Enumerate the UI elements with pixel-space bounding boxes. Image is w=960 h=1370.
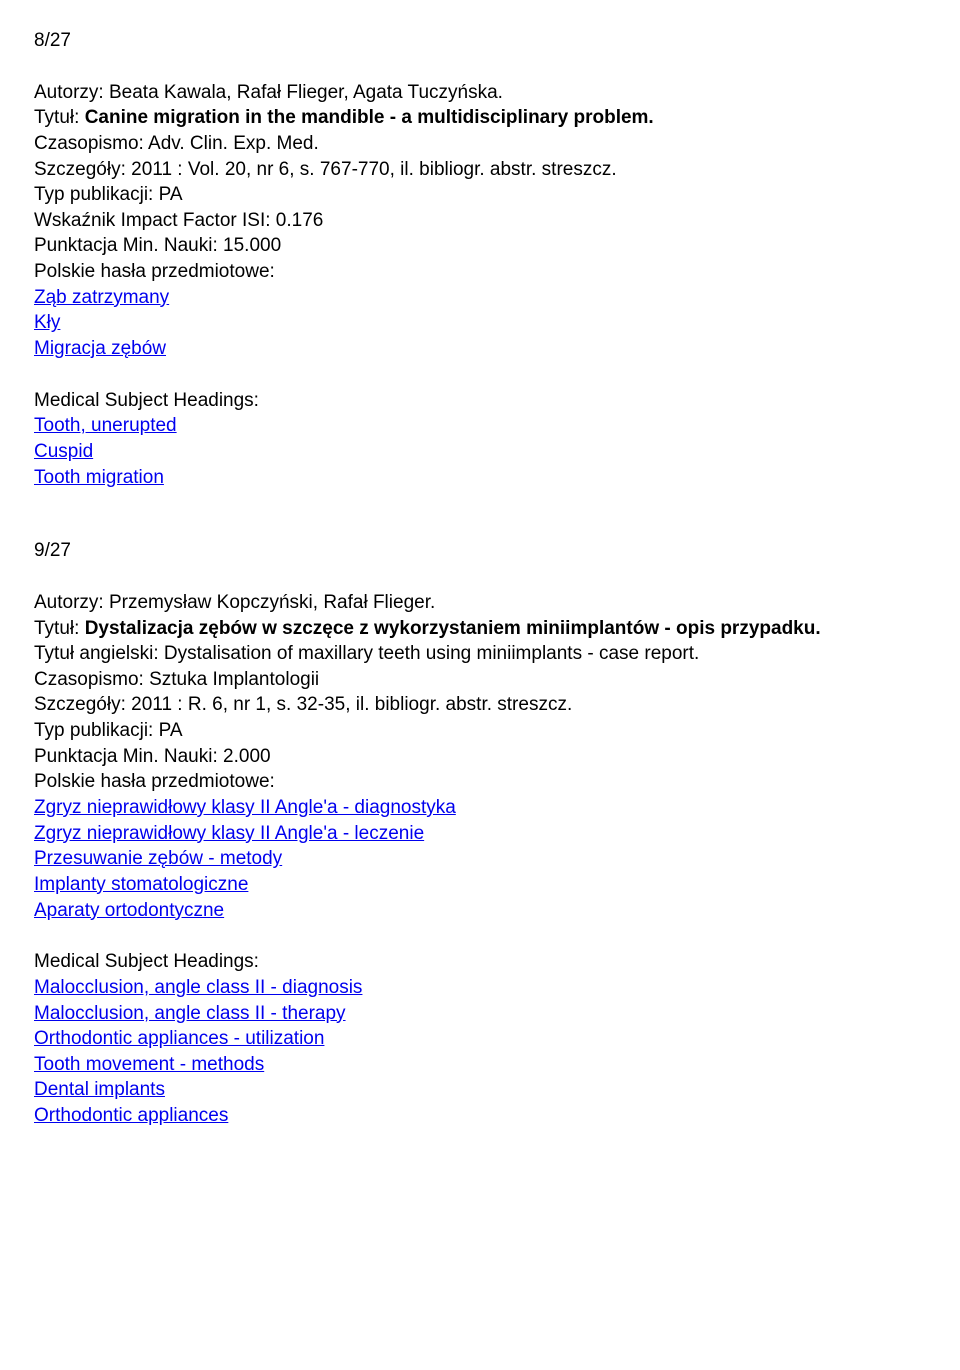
- authors-label: Autorzy:: [34, 592, 109, 613]
- journal-label: Czasopismo:: [34, 133, 148, 154]
- pl-headings-label: Polskie hasła przedmiotowe:: [34, 259, 926, 285]
- pubtype-label: Typ publikacji:: [34, 184, 159, 205]
- pubtype-line: Typ publikacji: PA: [34, 182, 926, 208]
- pl-heading-link[interactable]: Przesuwanie zębów - metody: [34, 846, 926, 872]
- pubtype-line: Typ publikacji: PA: [34, 718, 926, 744]
- pl-headings-label: Polskie hasła przedmiotowe:: [34, 769, 926, 795]
- score-label: Punktacja Min. Nauki:: [34, 746, 223, 767]
- impact-text: 0.176: [276, 210, 324, 231]
- journal-line: Czasopismo: Sztuka Implantologii: [34, 667, 926, 693]
- pubtype-label: Typ publikacji:: [34, 720, 159, 741]
- score-text: 15.000: [223, 235, 281, 256]
- pubtype-text: PA: [159, 720, 183, 741]
- authors-text: Beata Kawala, Rafał Flieger, Agata Tuczy…: [109, 82, 503, 103]
- score-line: Punktacja Min. Nauki: 2.000: [34, 744, 926, 770]
- title-line: Tytuł: Dystalizacja zębów w szczęce z wy…: [34, 616, 926, 642]
- details-line: Szczegóły: 2011 : R. 6, nr 1, s. 32-35, …: [34, 692, 926, 718]
- mesh-link[interactable]: Malocclusion, angle class II - therapy: [34, 1001, 926, 1027]
- authors-line: Autorzy: Przemysław Kopczyński, Rafał Fl…: [34, 590, 926, 616]
- pl-heading-link[interactable]: Implanty stomatologiczne: [34, 872, 926, 898]
- title-en-text: Dystalisation of maxillary teeth using m…: [164, 643, 699, 664]
- title-text: Canine migration in the mandible - a mul…: [85, 107, 654, 128]
- title-text: Dystalizacja zębów w szczęce z wykorzyst…: [85, 618, 821, 639]
- score-label: Punktacja Min. Nauki:: [34, 235, 223, 256]
- authors-label: Autorzy:: [34, 82, 109, 103]
- pl-heading-link[interactable]: Migracja zębów: [34, 336, 926, 362]
- pubtype-text: PA: [159, 184, 183, 205]
- title-line: Tytuł: Canine migration in the mandible …: [34, 105, 926, 131]
- details-text: 2011 : Vol. 20, nr 6, s. 767-770, il. bi…: [131, 159, 616, 180]
- title-label: Tytuł:: [34, 107, 85, 128]
- journal-label: Czasopismo:: [34, 669, 149, 690]
- score-line: Punktacja Min. Nauki: 15.000: [34, 233, 926, 259]
- bibliography-entry: 8/27 Autorzy: Beata Kawala, Rafał Fliege…: [34, 28, 926, 490]
- mesh-link[interactable]: Cuspid: [34, 439, 926, 465]
- mesh-link[interactable]: Tooth migration: [34, 465, 926, 491]
- journal-text: Adv. Clin. Exp. Med.: [148, 133, 319, 154]
- details-line: Szczegóły: 2011 : Vol. 20, nr 6, s. 767-…: [34, 157, 926, 183]
- impact-label: Wskaźnik Impact Factor ISI:: [34, 210, 276, 231]
- pl-heading-link[interactable]: Zgryz nieprawidłowy klasy II Angle'a - d…: [34, 795, 926, 821]
- authors-text: Przemysław Kopczyński, Rafał Flieger.: [109, 592, 435, 613]
- pl-heading-link[interactable]: Zgryz nieprawidłowy klasy II Angle'a - l…: [34, 821, 926, 847]
- authors-line: Autorzy: Beata Kawala, Rafał Flieger, Ag…: [34, 80, 926, 106]
- bibliography-entry: 9/27 Autorzy: Przemysław Kopczyński, Raf…: [34, 538, 926, 1128]
- pl-heading-link[interactable]: Aparaty ortodontyczne: [34, 898, 926, 924]
- details-label: Szczegóły:: [34, 159, 131, 180]
- details-label: Szczegóły:: [34, 694, 131, 715]
- details-text: 2011 : R. 6, nr 1, s. 32-35, il. bibliog…: [131, 694, 572, 715]
- pl-heading-link[interactable]: Kły: [34, 310, 926, 336]
- mesh-label: Medical Subject Headings:: [34, 949, 926, 975]
- mesh-link[interactable]: Orthodontic appliances - utilization: [34, 1026, 926, 1052]
- mesh-link[interactable]: Malocclusion, angle class II - diagnosis: [34, 975, 926, 1001]
- mesh-link[interactable]: Orthodontic appliances: [34, 1103, 926, 1129]
- mesh-label: Medical Subject Headings:: [34, 388, 926, 414]
- title-en-label: Tytuł angielski:: [34, 643, 164, 664]
- impact-line: Wskaźnik Impact Factor ISI: 0.176: [34, 208, 926, 234]
- mesh-link[interactable]: Tooth, unerupted: [34, 413, 926, 439]
- pl-heading-link[interactable]: Ząb zatrzymany: [34, 285, 926, 311]
- mesh-link[interactable]: Dental implants: [34, 1077, 926, 1103]
- journal-text: Sztuka Implantologii: [149, 669, 319, 690]
- entry-number: 8/27: [34, 28, 926, 54]
- journal-line: Czasopismo: Adv. Clin. Exp. Med.: [34, 131, 926, 157]
- score-text: 2.000: [223, 746, 271, 767]
- mesh-link[interactable]: Tooth movement - methods: [34, 1052, 926, 1078]
- title-label: Tytuł:: [34, 618, 85, 639]
- title-en-line: Tytuł angielski: Dystalisation of maxill…: [34, 641, 926, 667]
- entry-number: 9/27: [34, 538, 926, 564]
